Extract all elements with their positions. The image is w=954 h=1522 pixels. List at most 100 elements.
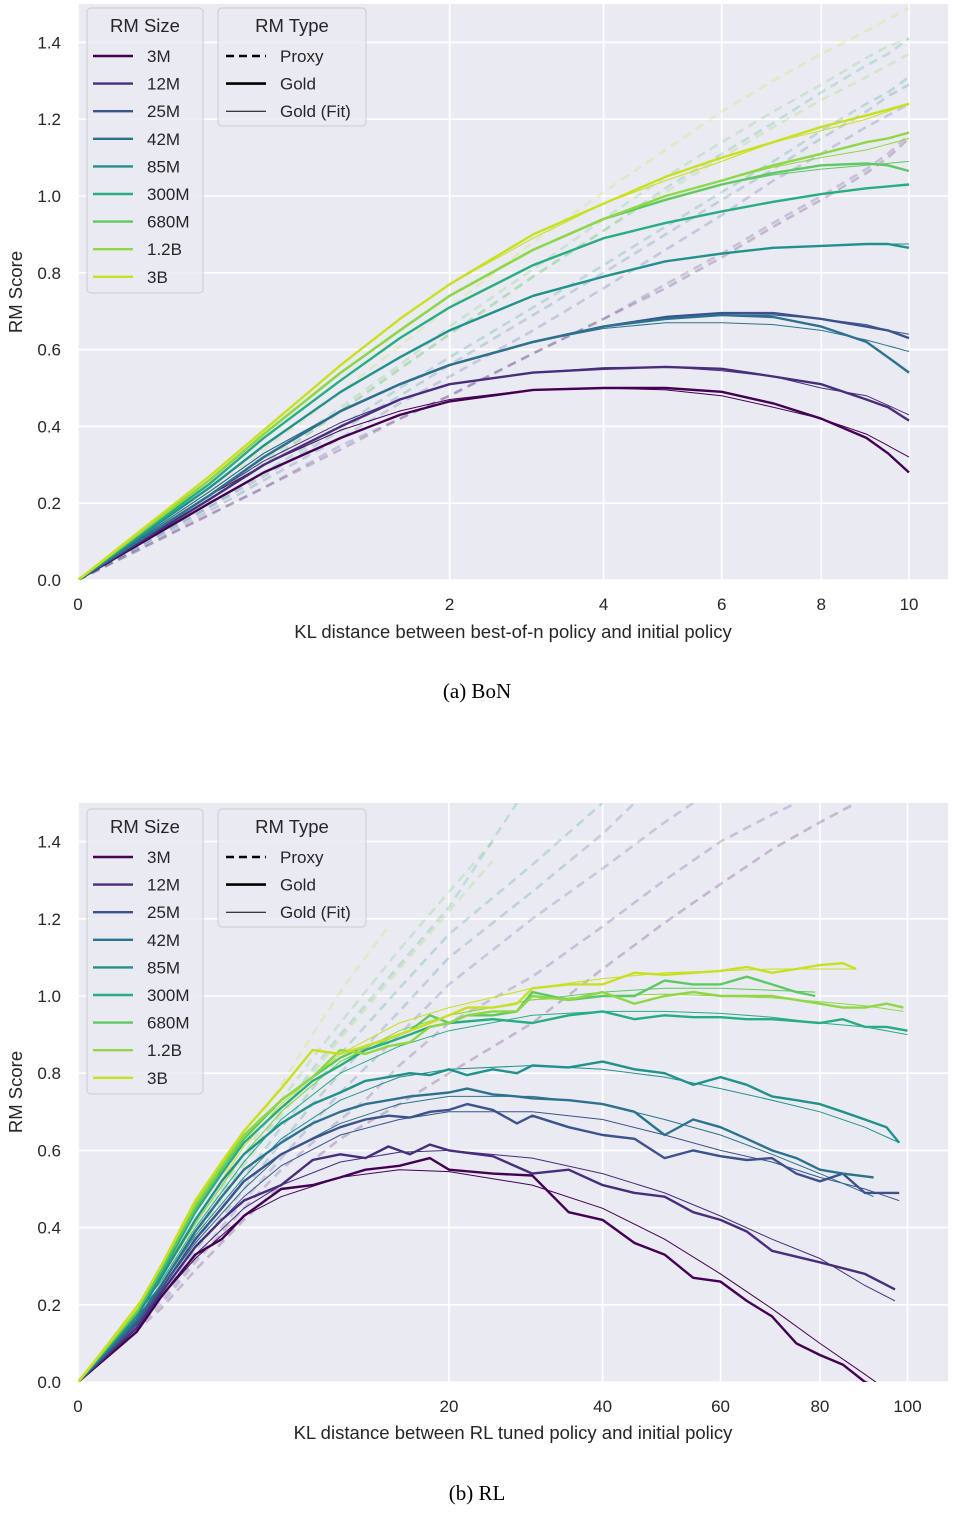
gold-line-1.2B	[78, 990, 904, 1382]
gold-line-300M	[78, 1010, 908, 1382]
panel-bon-chart: 0.0 0.2 0.4 0.6 0.8 1.0 1.2 1.4 0 2 4 6 8 10 KL dist…	[5, 4, 948, 703]
legend-item-label: 12M	[147, 876, 180, 895]
proxy-line-12M	[78, 133, 910, 580]
legend-item-label: 300M	[147, 986, 190, 1005]
caption: (a) BoN	[443, 679, 511, 703]
legend-box	[217, 808, 367, 928]
legend-item-label: Gold (Fit)	[280, 903, 351, 922]
x-tick-label: 2	[445, 595, 454, 614]
legend-item-label: Gold	[280, 75, 316, 94]
proxy-line-12M	[78, 803, 797, 1382]
series-lines	[78, 6, 910, 580]
gold-fit-line-42M	[78, 1095, 874, 1382]
y-tick-label: 0.2	[37, 494, 61, 513]
legend-item-label: 25M	[147, 102, 180, 121]
y-axis-label: RM Score	[5, 1051, 26, 1133]
y-axis-label: RM Score	[5, 251, 26, 333]
proxy-line-680M	[78, 840, 494, 1382]
proxy-line-3B	[78, 6, 910, 580]
x-tick-label: 80	[810, 1397, 829, 1416]
y-tick-labels: 0.0 0.2 0.4 0.6 0.8 1.0 1.2 1.4	[37, 833, 61, 1392]
legend-box	[217, 7, 367, 127]
panel-rl-chart: 0.0 0.2 0.4 0.6 0.8 1.0 1.2 1.4 0 20 40 60 80 100 KL…	[5, 803, 948, 1505]
x-tick-labels: 0 2 4 6 8 10	[73, 595, 918, 614]
y-tick-label: 1.4	[37, 33, 61, 52]
y-tick-label: 0.6	[37, 341, 61, 360]
gold-line-3B	[78, 962, 857, 1382]
gold-line-3M	[78, 386, 910, 580]
proxy-line-42M	[78, 803, 636, 1382]
y-tick-label: 0.4	[37, 1219, 61, 1238]
gold-fit-line-85M	[78, 1064, 900, 1382]
legend-item-label: 680M	[147, 1014, 190, 1033]
gold-line-12M	[78, 1143, 896, 1382]
y-tick-label: 0.4	[37, 417, 61, 436]
legend-title: RM Type	[255, 15, 329, 36]
legend-item-label: 300M	[147, 185, 190, 204]
legend-title: RM Size	[110, 15, 180, 36]
gold-line-3M	[78, 1156, 869, 1382]
legend-item-label: 85M	[147, 157, 180, 176]
x-tick-labels: 0 20 40 60 80 100	[73, 1397, 921, 1416]
legend-item-label: 680M	[147, 213, 190, 232]
gold-line-3B	[78, 102, 910, 580]
x-tick-label: 40	[593, 1397, 612, 1416]
x-tick-label: 10	[900, 595, 919, 614]
legend-item-label: Gold (Fit)	[280, 102, 351, 121]
x-tick-label: 0	[73, 595, 82, 614]
y-tick-label: 0.0	[37, 571, 61, 590]
gold-line-12M	[78, 365, 910, 580]
proxy-line-1.2B	[78, 52, 910, 580]
legend-item-label: 3M	[147, 47, 171, 66]
legend-item-label: 85M	[147, 958, 180, 977]
x-tick-label: 4	[599, 595, 608, 614]
series-lines	[78, 803, 908, 1382]
y-tick-label: 1.4	[37, 833, 61, 852]
y-tick-label: 1.2	[37, 910, 61, 929]
y-tick-labels: 0.0 0.2 0.4 0.6 0.8 1.0 1.2 1.4	[37, 33, 61, 590]
plot-background	[78, 803, 948, 1382]
legend-item-label: 42M	[147, 931, 180, 950]
gold-line-1.2B	[78, 131, 910, 580]
gold-line-42M	[78, 1087, 874, 1382]
y-tick-label: 1.0	[37, 987, 61, 1006]
x-axis-label: KL distance between best-of-n policy and…	[294, 621, 732, 642]
proxy-line-85M	[78, 803, 604, 1382]
legend-item-label: Gold	[280, 876, 316, 895]
proxy-line-300M	[78, 37, 910, 580]
legend-item-label: 12M	[147, 75, 180, 94]
legend-title: RM Size	[110, 816, 180, 837]
proxy-line-3B	[78, 925, 390, 1382]
x-axis-label: KL distance between RL tuned policy and …	[294, 1422, 734, 1443]
gold-line-300M	[78, 183, 910, 580]
proxy-line-3M	[78, 137, 910, 580]
caption: (b) RL	[449, 1481, 506, 1505]
legend-title: RM Type	[255, 816, 329, 837]
x-tick-label: 100	[893, 1397, 921, 1416]
legend-item-label: 3M	[147, 848, 171, 867]
gold-line-25M	[78, 1102, 900, 1382]
legend-rm-size: RM Size 3M 12M 25M 42M 85M 300M 680M 1.2B 3B	[86, 808, 204, 1095]
y-tick-label: 0.8	[37, 1064, 61, 1083]
y-tick-label: 1.0	[37, 187, 61, 206]
legend-item-label: 1.2B	[147, 1041, 182, 1060]
y-tick-label: 1.2	[37, 110, 61, 129]
y-tick-label: 0.0	[37, 1373, 61, 1392]
gold-line-42M	[78, 313, 910, 580]
gold-line-85M	[78, 1060, 901, 1382]
y-tick-label: 0.6	[37, 1141, 61, 1160]
legend-item-label: 25M	[147, 903, 180, 922]
legend-item-label: 1.2B	[147, 240, 182, 259]
x-tick-label: 0	[73, 1397, 82, 1416]
legend-item-label: 3B	[147, 1069, 168, 1088]
x-tick-label: 20	[440, 1397, 459, 1416]
x-tick-label: 8	[817, 595, 826, 614]
y-tick-label: 0.8	[37, 264, 61, 283]
legend-item-label: Proxy	[280, 47, 324, 66]
y-tick-label: 0.2	[37, 1296, 61, 1315]
x-tick-label: 6	[717, 595, 726, 614]
x-tick-label: 60	[711, 1397, 730, 1416]
gold-fit-line-3M	[78, 1169, 877, 1382]
legend-item-label: Proxy	[280, 848, 324, 867]
